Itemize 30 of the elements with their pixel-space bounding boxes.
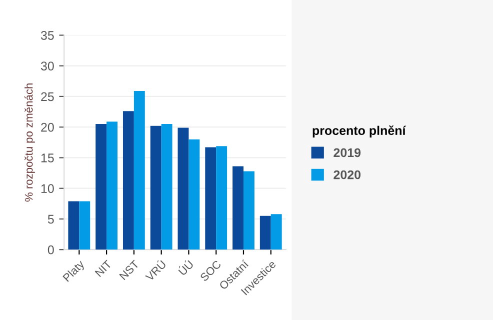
bar [122, 111, 134, 250]
bar [205, 147, 216, 250]
y-tick-label: 30 [40, 62, 54, 70]
legend-label: 2019 [334, 148, 361, 158]
legend-title: procento plnění [312, 126, 406, 138]
y-tick-label: 0 [48, 245, 54, 254]
bar [178, 128, 189, 250]
bar [106, 122, 118, 250]
y-tick-label: 25 [41, 92, 54, 102]
y-tick-label: 35 [40, 31, 54, 40]
bar [79, 201, 90, 250]
y-tick-label: 5 [48, 214, 54, 224]
bar [270, 214, 282, 250]
y-axis-title: % rozpočtu po změnách [24, 84, 35, 202]
bar [134, 90, 145, 250]
bar [232, 166, 244, 250]
bar [188, 139, 200, 250]
bar [260, 216, 271, 250]
bar [96, 124, 107, 250]
bar [216, 146, 228, 250]
bar [68, 201, 80, 250]
y-tick-label: 15 [41, 154, 54, 162]
bar [161, 124, 172, 250]
x-tick-label: NIT [94, 260, 112, 278]
y-tick-label: 10 [41, 184, 54, 193]
bar [243, 171, 254, 250]
y-tick-label: 20 [41, 122, 54, 132]
bar [150, 126, 162, 250]
legend-label: 2020 [334, 170, 361, 180]
x-tick-label: ÚÚ [176, 258, 194, 276]
